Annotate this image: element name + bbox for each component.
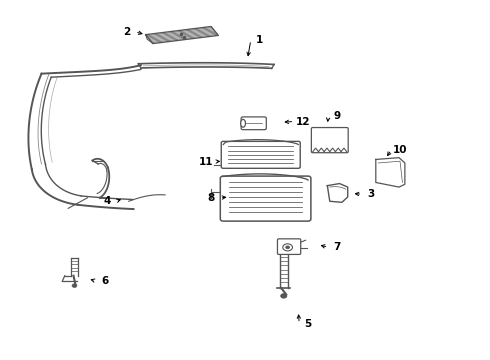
Ellipse shape — [241, 120, 245, 127]
Text: 9: 9 — [334, 111, 341, 121]
Text: 6: 6 — [101, 276, 108, 286]
FancyBboxPatch shape — [221, 141, 300, 168]
Circle shape — [72, 284, 77, 287]
FancyBboxPatch shape — [311, 127, 348, 153]
FancyBboxPatch shape — [241, 117, 267, 130]
FancyBboxPatch shape — [220, 176, 311, 221]
Text: 3: 3 — [368, 189, 374, 199]
Circle shape — [283, 244, 293, 251]
Circle shape — [286, 246, 290, 249]
Text: 7: 7 — [333, 242, 341, 252]
Text: 5: 5 — [304, 319, 312, 329]
Text: 10: 10 — [393, 145, 407, 155]
Text: 8: 8 — [207, 193, 215, 203]
FancyBboxPatch shape — [277, 239, 301, 255]
Text: 1: 1 — [256, 35, 263, 45]
Text: 11: 11 — [199, 157, 214, 167]
Text: 2: 2 — [122, 27, 130, 37]
Text: 12: 12 — [296, 117, 310, 126]
Text: 4: 4 — [103, 196, 111, 206]
Circle shape — [281, 294, 287, 298]
